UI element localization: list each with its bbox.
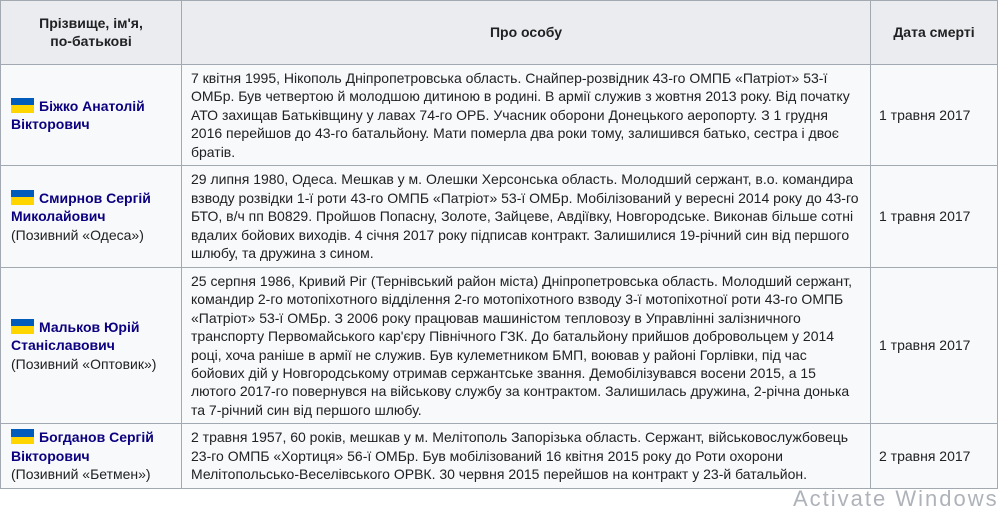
ukraine-flag-icon[interactable]	[11, 318, 34, 334]
table-row: Біжко Анатолій Вікторович 7 квітня 1995,…	[0, 63, 998, 167]
person-cell: Смирнов Сергій Миколайович (Позивний «Од…	[0, 165, 182, 268]
column-header-death-date: Дата смерті	[870, 0, 998, 65]
activate-windows-watermark: Activate Windows	[793, 486, 999, 511]
callsign-label: (Позивний «Оптовик»)	[11, 355, 157, 372]
person-bio-text: 29 липня 1980, Одеса. Мешкав у м. Олешки…	[181, 165, 871, 268]
ukraine-flag-icon[interactable]	[11, 429, 34, 445]
table-row: Мальков Юрій Станіславович (Позивний «Оп…	[0, 266, 998, 425]
person-bio-text: 7 квітня 1995, Нікополь Дніпропетровська…	[181, 63, 871, 167]
death-date: 1 травня 2017	[870, 63, 998, 167]
death-date: 1 травня 2017	[870, 266, 998, 425]
column-header-name: Прізвище, ім'я, по-батькові	[0, 0, 182, 65]
casualties-table: Прізвище, ім'я, по-батькові Про особу Да…	[0, 0, 998, 489]
person-cell: Біжко Анатолій Вікторович	[0, 63, 182, 167]
ukraine-flag-icon[interactable]	[11, 97, 34, 113]
person-name-link[interactable]: Смирнов Сергій Миколайович	[11, 189, 151, 225]
column-header-about: Про особу	[181, 0, 871, 65]
person-cell: Мальков Юрій Станіславович (Позивний «Оп…	[0, 266, 182, 425]
table-row: Смирнов Сергій Миколайович (Позивний «Од…	[0, 165, 998, 268]
person-bio-text: 2 травня 1957, 60 років, мешкав у м. Мел…	[181, 423, 871, 489]
person-name-link[interactable]: Богданов Сергій Вікторович	[11, 429, 154, 464]
table-row: Богданов Сергій Вікторович (Позивний «Бе…	[0, 423, 998, 489]
death-date: 1 травня 2017	[870, 165, 998, 268]
person-name-link[interactable]: Мальков Юрій Станіславович	[11, 318, 140, 354]
callsign-label: (Позивний «Бетмен»)	[11, 466, 151, 483]
person-cell: Богданов Сергій Вікторович (Позивний «Бе…	[0, 423, 182, 489]
person-name-link[interactable]: Біжко Анатолій Вікторович	[11, 97, 145, 133]
person-bio-text: 25 серпня 1986, Кривий Ріг (Тернівський …	[181, 266, 871, 425]
ukraine-flag-icon[interactable]	[11, 189, 34, 205]
death-date: 2 травня 2017	[870, 423, 998, 489]
callsign-label: (Позивний «Одеса»)	[11, 226, 144, 243]
header-row: Прізвище, ім'я, по-батькові Про особу Да…	[0, 0, 998, 65]
